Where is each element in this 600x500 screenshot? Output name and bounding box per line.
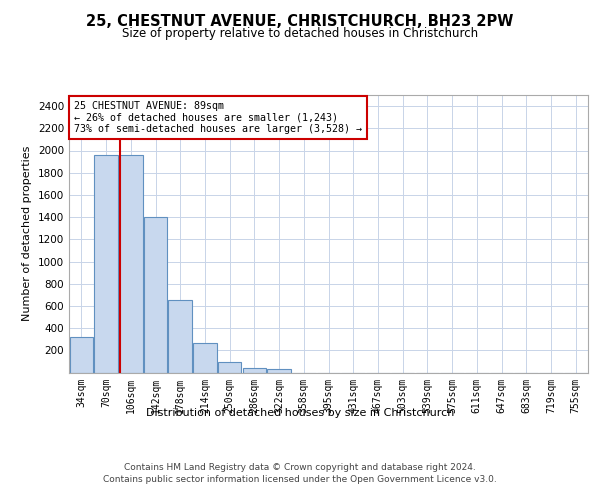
- Bar: [94, 155, 118, 372]
- Bar: [193, 342, 217, 372]
- Bar: [70, 337, 93, 372]
- Bar: [242, 368, 266, 372]
- Text: Size of property relative to detached houses in Christchurch: Size of property relative to detached ho…: [122, 28, 478, 40]
- Bar: [144, 217, 167, 372]
- Text: 25 CHESTNUT AVENUE: 89sqm
← 26% of detached houses are smaller (1,243)
73% of se: 25 CHESTNUT AVENUE: 89sqm ← 26% of detac…: [74, 100, 362, 134]
- Bar: [268, 368, 291, 372]
- Text: 25, CHESTNUT AVENUE, CHRISTCHURCH, BH23 2PW: 25, CHESTNUT AVENUE, CHRISTCHURCH, BH23 …: [86, 14, 514, 29]
- Bar: [169, 300, 192, 372]
- Text: Contains HM Land Registry data © Crown copyright and database right 2024.: Contains HM Land Registry data © Crown c…: [124, 462, 476, 471]
- Text: Contains public sector information licensed under the Open Government Licence v3: Contains public sector information licen…: [103, 475, 497, 484]
- Bar: [119, 155, 143, 372]
- Text: Distribution of detached houses by size in Christchurch: Distribution of detached houses by size …: [146, 408, 454, 418]
- Y-axis label: Number of detached properties: Number of detached properties: [22, 146, 32, 322]
- Bar: [218, 362, 241, 372]
